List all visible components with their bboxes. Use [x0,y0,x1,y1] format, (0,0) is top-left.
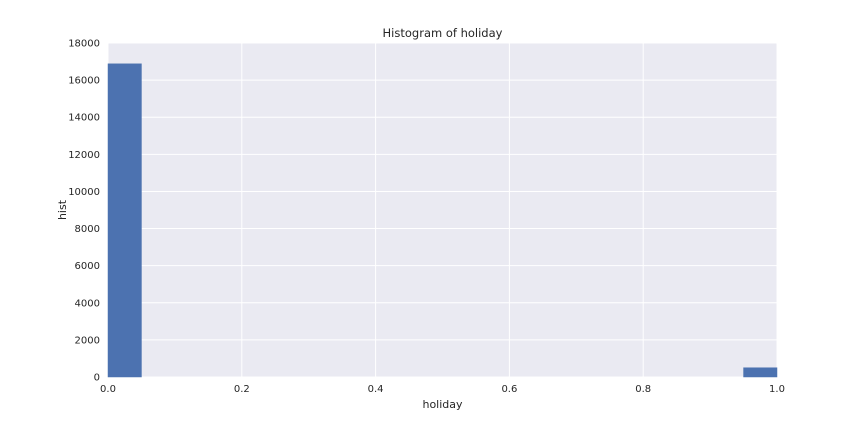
x-tick-label: 0.0 [100,384,116,395]
y-tick-label: 8000 [75,224,100,235]
y-tick-label: 10000 [68,187,100,198]
histogram-bar [743,367,778,378]
x-tick-label: 0.2 [234,384,250,395]
y-tick-label: 2000 [75,335,100,346]
y-tick-label: 4000 [75,298,100,309]
x-axis-label: holiday [422,398,463,411]
x-tick-label: 0.8 [635,384,651,395]
x-tick-label: 0.6 [501,384,517,395]
plot-area [108,43,777,377]
grid-lines [107,42,778,378]
x-tick-label: 1.0 [769,384,785,395]
y-tick-label: 18000 [68,39,100,50]
x-tick-labels: 0.0 0.2 0.4 0.6 0.8 1.0 [100,384,785,395]
histogram-bars [107,63,778,378]
y-tick-label: 12000 [68,150,100,161]
y-tick-label: 16000 [68,76,100,87]
y-tick-label: 14000 [68,113,100,124]
histogram-bar [107,63,142,378]
y-tick-label: 0 [94,373,100,384]
y-axis-label: hist [56,199,69,220]
y-tick-label: 6000 [75,261,100,272]
x-tick-label: 0.4 [368,384,384,395]
chart-title: Histogram of holiday [383,26,503,40]
y-tick-labels: 0 2000 4000 6000 8000 10000 12000 14000 16000 180… [68,39,100,384]
